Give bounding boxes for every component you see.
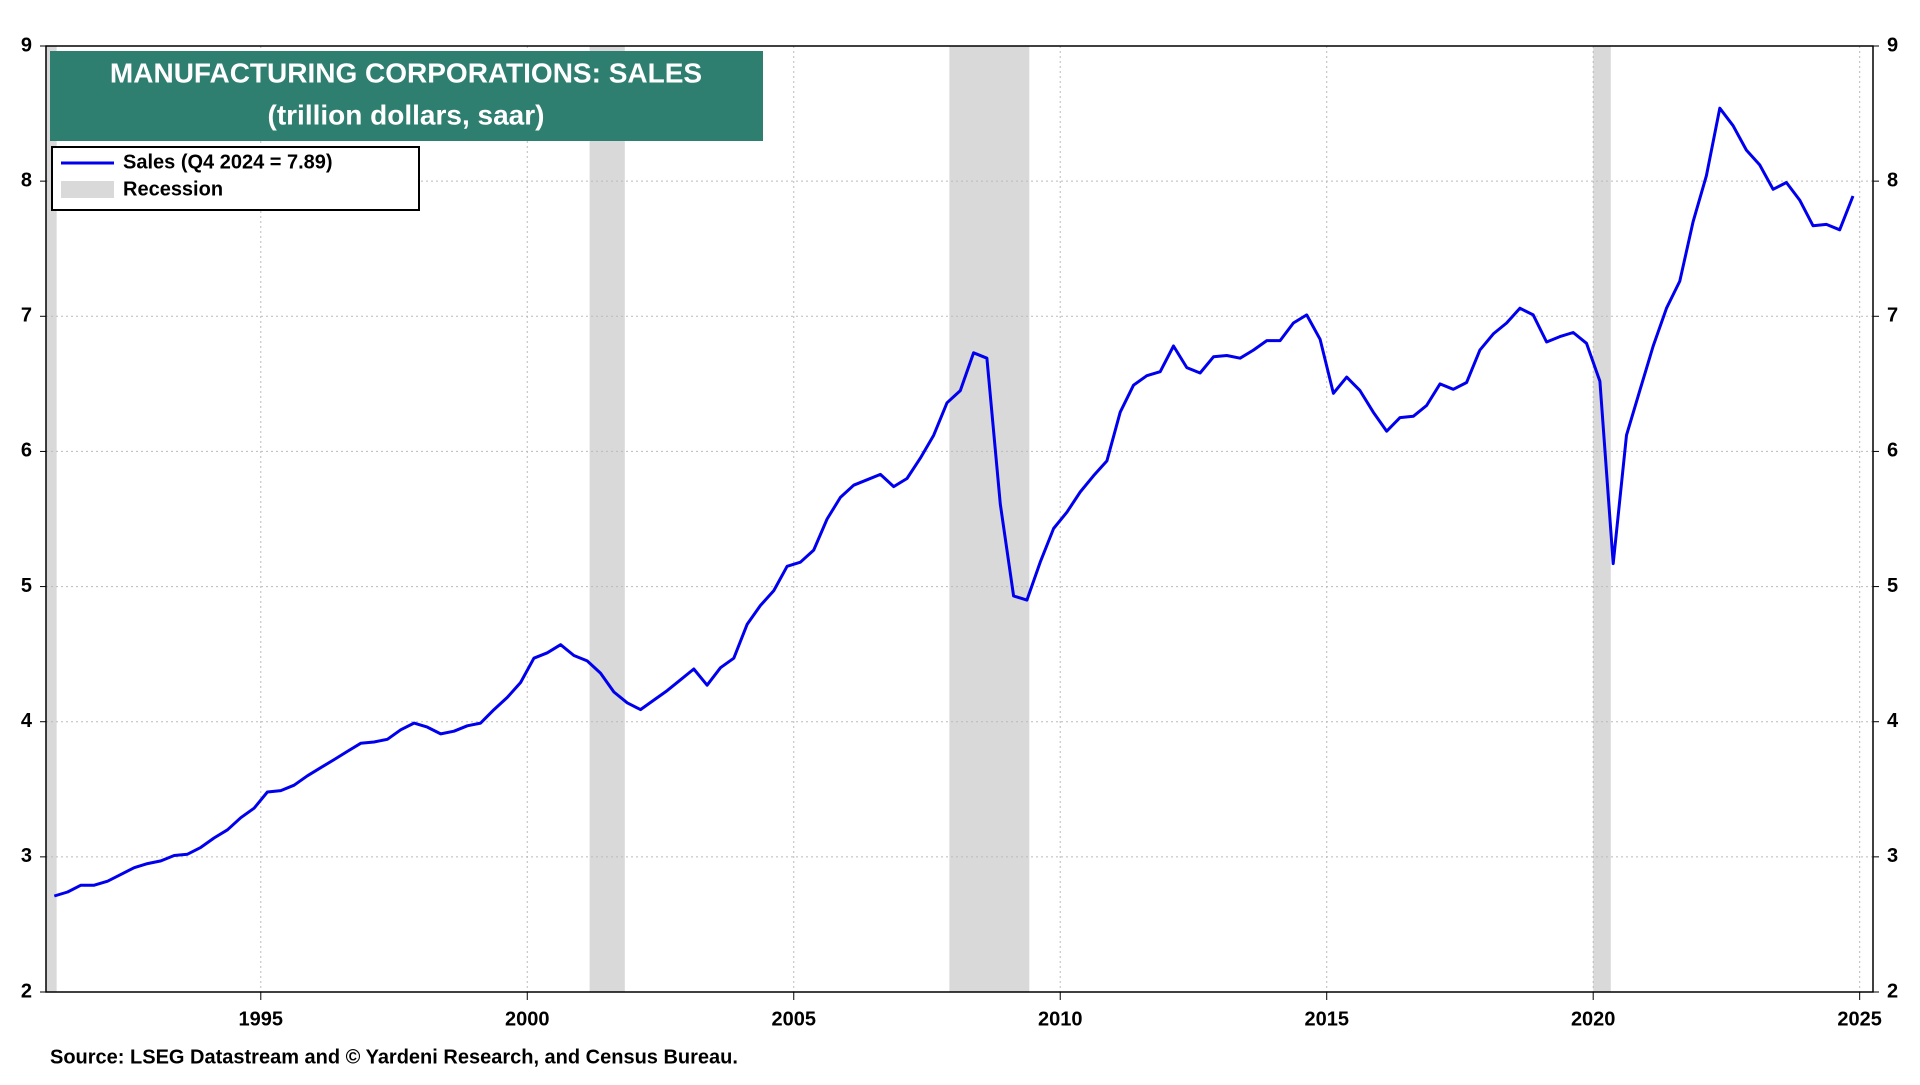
x-tick-label: 2020 [1571,1008,1616,1030]
legend-box [51,146,420,211]
y2-tick-label: 2 [1887,980,1898,1002]
y2-tick-label: 7 [1887,305,1898,327]
x-tick-label: 2015 [1304,1008,1349,1030]
legend-label: Recession [123,178,223,200]
y2-tick-label: 6 [1887,440,1898,462]
chart-subtitle: (trillion dollars, saar) [268,99,545,130]
chart-title: MANUFACTURING CORPORATIONS: SALES [110,57,702,88]
x-tick-label: 2025 [1837,1008,1882,1030]
plot-frame [45,45,1874,993]
y-tick-label: 4 [21,710,33,732]
legend-swatch [61,181,114,198]
recession-band [949,46,1030,992]
x-tick-label: 2005 [771,1008,816,1030]
y2-tick-label: 4 [1887,710,1899,732]
recession-band [589,46,625,992]
y2-tick-label: 5 [1887,575,1898,597]
legend-label: Sales (Q4 2024 = 7.89) [123,151,333,173]
x-tick-label: 1995 [239,1008,284,1030]
x-tick-label: 2000 [505,1008,550,1030]
y-tick-label: 7 [21,305,32,327]
y2-tick-label: 9 [1887,34,1898,56]
sales-line [53,106,1855,898]
source-note: Source: LSEG Datastream and © Yardeni Re… [50,1046,738,1068]
y-tick-label: 3 [21,845,32,867]
recession-band [1593,46,1611,992]
y-tick-label: 5 [21,575,32,597]
y2-tick-label: 3 [1887,845,1898,867]
x-tick-label: 2010 [1038,1008,1083,1030]
y-tick-label: 6 [21,440,32,462]
y2-tick-label: 8 [1887,169,1898,191]
y-tick-label: 9 [21,34,32,56]
title-box [50,51,763,141]
y-tick-label: 2 [21,980,32,1002]
y-tick-label: 8 [21,169,32,191]
recession-band [46,46,57,992]
